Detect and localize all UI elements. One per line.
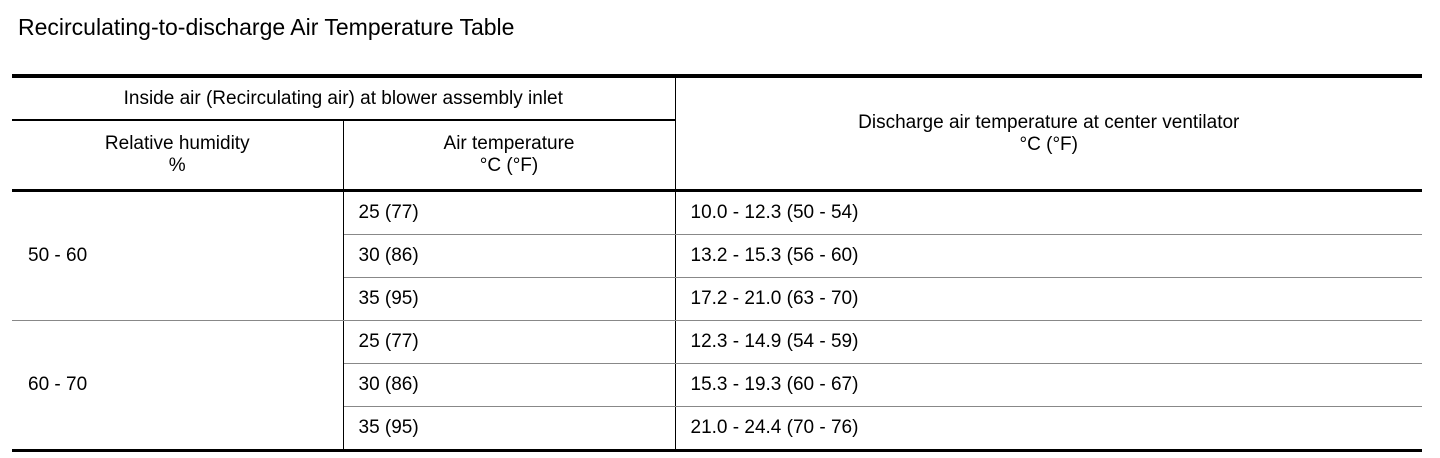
- air-temp-cell: 30 (86): [343, 234, 676, 278]
- table-row: 30 (86) 15.3 - 19.3 (60 - 67): [12, 363, 1423, 407]
- discharge-text: 13.2 - 15.3 (56 - 60): [690, 245, 859, 266]
- air-temp-text: 30 (86): [358, 374, 419, 395]
- discharge-cell: 15.3 - 19.3 (60 - 67): [675, 363, 1423, 407]
- header-text: Air temperature: [443, 133, 575, 154]
- discharge-text: 15.3 - 19.3 (60 - 67): [690, 374, 859, 395]
- discharge-cell: 21.0 - 24.4 (70 - 76): [675, 406, 1423, 452]
- discharge-text: 17.2 - 21.0 (63 - 70): [690, 288, 859, 309]
- air-temp-cell: 30 (86): [343, 363, 676, 407]
- discharge-cell: 10.0 - 12.3 (50 - 54): [675, 190, 1423, 235]
- air-temp-cell: 35 (95): [343, 406, 676, 452]
- header-text: Relative humidity: [104, 133, 250, 154]
- temperature-table: Inside air (Recirculating air) at blower…: [12, 74, 1423, 452]
- table-row: 30 (86) 13.2 - 15.3 (56 - 60): [12, 234, 1423, 278]
- humidity-cell: 60 - 70: [12, 320, 344, 452]
- discharge-cell: 17.2 - 21.0 (63 - 70): [675, 277, 1423, 321]
- air-temp-text: 35 (95): [358, 417, 419, 438]
- air-temp-text: 25 (77): [358, 331, 419, 352]
- air-temp-cell: 25 (77): [343, 320, 676, 364]
- header-cell: Relative humidity %: [12, 120, 344, 192]
- humidity-cell: 50 - 60: [12, 190, 344, 321]
- table-title: Recirculating-to-discharge Air Temperatu…: [18, 14, 515, 40]
- discharge-cell: 13.2 - 15.3 (56 - 60): [675, 234, 1423, 278]
- header-cell: Air temperature °C (°F): [343, 120, 676, 192]
- air-temp-text: 30 (86): [358, 245, 419, 266]
- header-text: °C (°F): [1019, 133, 1078, 155]
- header-text: °C (°F): [479, 155, 539, 176]
- table-body: 50 - 60 25 (77) 10.0 - 12.3 (50 - 54) 30 (8…: [12, 190, 1423, 452]
- air-temp-text: 35 (95): [358, 288, 419, 309]
- header-cell: Inside air (Recirculating air) at blower…: [12, 74, 676, 121]
- humidity-text: 60 - 70: [28, 374, 88, 395]
- air-temp-text: 25 (77): [358, 202, 419, 223]
- header-text: Discharge air temperature at center vent…: [858, 111, 1240, 133]
- header-row: Inside air (Recirculating air) at blower…: [12, 74, 1423, 192]
- discharge-cell: 12.3 - 14.9 (54 - 59): [675, 320, 1423, 364]
- air-temp-cell: 35 (95): [343, 277, 676, 321]
- humidity-text: 50 - 60: [28, 245, 88, 266]
- header-row: Relative humidity % Air temperature °C (…: [12, 120, 1422, 192]
- table-row: 35 (95) 21.0 - 24.4 (70 - 76): [12, 406, 1423, 452]
- air-temp-cell: 25 (77): [343, 190, 676, 235]
- discharge-text: 12.3 - 14.9 (54 - 59): [690, 331, 859, 352]
- discharge-text: 10.0 - 12.3 (50 - 54): [690, 202, 859, 223]
- table-row: 50 - 60 25 (77) 10.0 - 12.3 (50 - 54): [12, 190, 1423, 321]
- header-text: Inside air (Recirculating air) at blower…: [123, 87, 563, 109]
- table-row: 60 - 70 25 (77) 12.3 - 14.9 (54 - 59): [12, 320, 1423, 452]
- header-text: %: [168, 155, 186, 176]
- discharge-text: 21.0 - 24.4 (70 - 76): [690, 417, 859, 438]
- header-cell: Discharge air temperature at center vent…: [674, 74, 1423, 192]
- table-row: 35 (95) 17.2 - 21.0 (63 - 70): [12, 277, 1423, 321]
